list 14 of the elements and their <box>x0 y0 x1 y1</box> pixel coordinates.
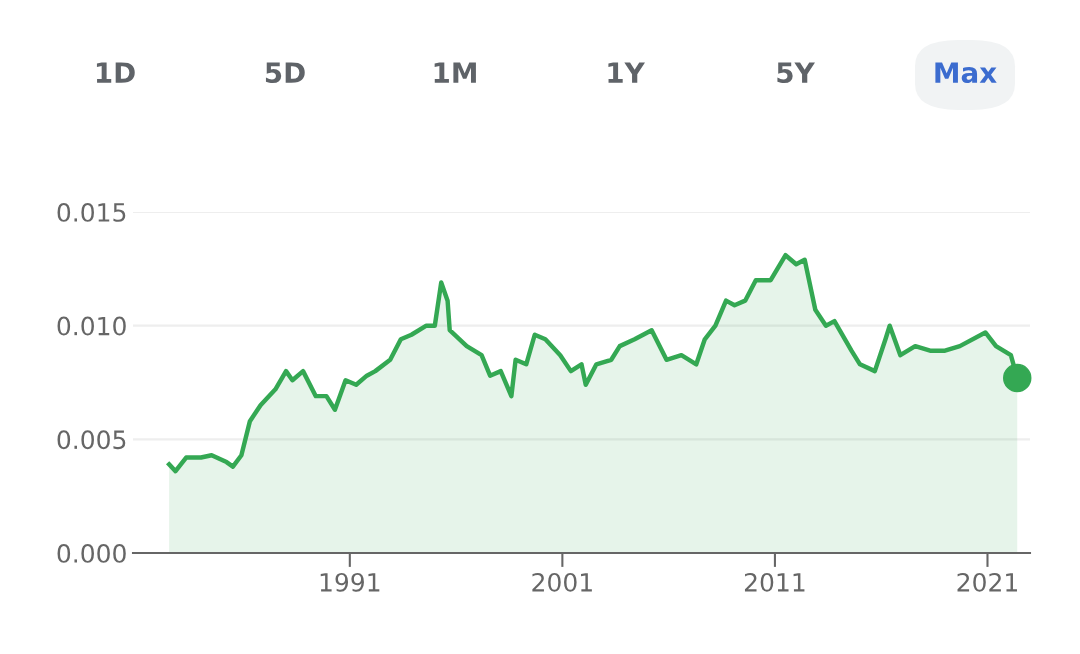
text: 5D <box>265 62 305 84</box>
x-tick-label: 2011 <box>744 572 805 592</box>
x-tick-label: 1991 <box>320 572 380 592</box>
x-tick-label: 2001 <box>532 572 592 592</box>
text: Max <box>935 62 997 84</box>
y-tick-label: 0.010 <box>57 316 126 336</box>
y-tick-label: 0.000 <box>57 543 126 563</box>
text: 1M <box>434 62 476 83</box>
y-tick-label: 0.015 <box>57 202 126 222</box>
text: 1D <box>96 62 135 83</box>
text: 1Y <box>608 62 645 83</box>
text: 5Y <box>777 62 815 84</box>
y-tick-label: 0.005 <box>57 430 126 450</box>
x-tick-label: 2021 <box>957 572 1017 592</box>
